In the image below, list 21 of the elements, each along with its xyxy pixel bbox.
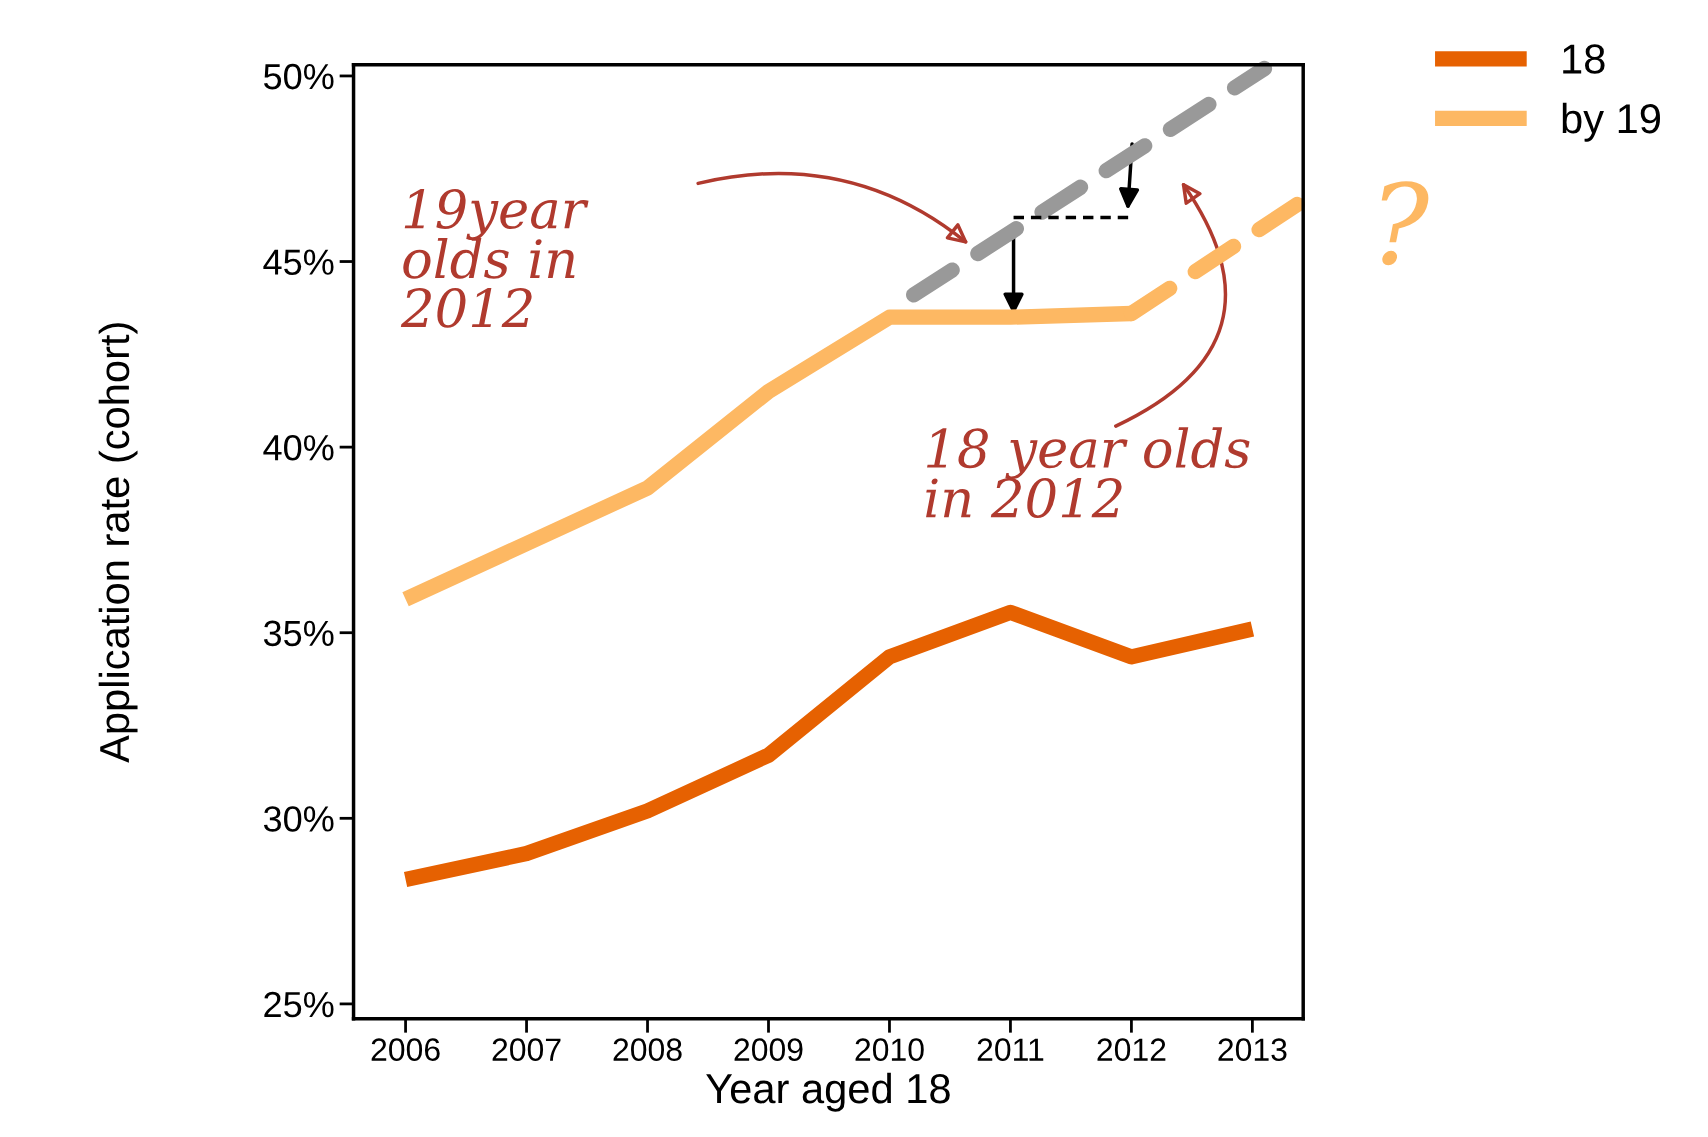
x-tick-label: 2009 bbox=[734, 1038, 803, 1061]
y-tick-label: 50% bbox=[263, 63, 334, 90]
x-axis-title: Year aged 18 bbox=[706, 1072, 950, 1112]
text: ? bbox=[1381, 181, 1429, 266]
y-tick-label: 35% bbox=[263, 620, 334, 647]
y-tick-label: 30% bbox=[263, 806, 334, 832]
x-tick-label: 2010 bbox=[855, 1038, 924, 1061]
x-tick-label: 2006 bbox=[371, 1038, 440, 1061]
annotation: 19year olds in 2012 bbox=[400, 189, 589, 328]
x-tick-label: 2007 bbox=[492, 1038, 561, 1061]
x-tick-label: 2008 bbox=[613, 1038, 682, 1061]
legend-label: by 19 bbox=[1562, 102, 1660, 142]
y-axis-title: Application rate (cohort) bbox=[98, 323, 138, 763]
x-tick-label: 2013 bbox=[1218, 1038, 1287, 1061]
x-tick-label: 2012 bbox=[1097, 1038, 1166, 1061]
annotation: 18 year olds in 2012 bbox=[926, 427, 1250, 518]
y-tick-label: 45% bbox=[263, 249, 334, 275]
x-tick-label: 2011 bbox=[977, 1038, 1044, 1061]
y-tick-label: 25% bbox=[264, 991, 334, 1018]
legend-label: 18 bbox=[1563, 44, 1605, 74]
y-tick-label: 40% bbox=[263, 435, 334, 461]
